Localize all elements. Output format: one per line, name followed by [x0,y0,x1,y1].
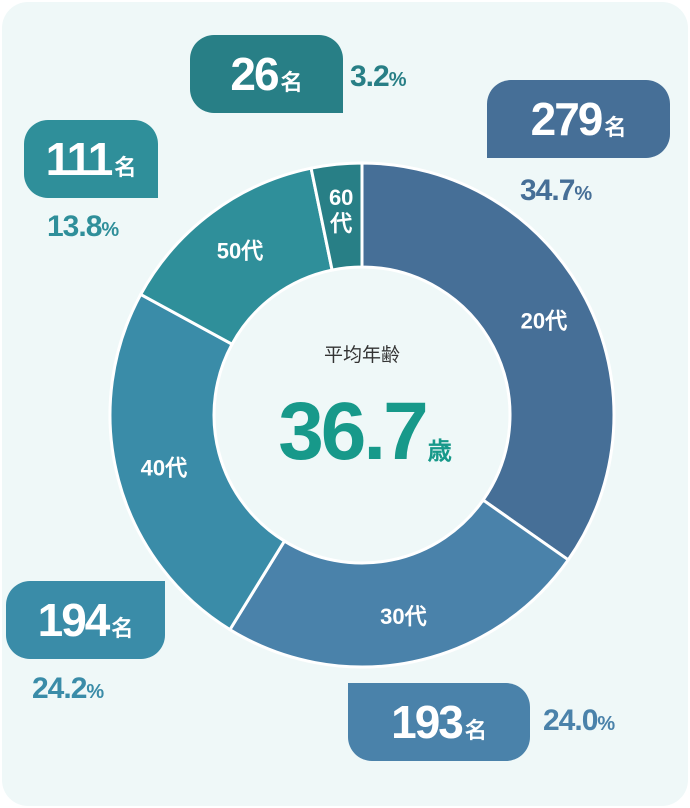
slice-30代 [227,497,571,669]
count-value: 26 [230,48,279,100]
callout-percent-20s: 34.7% [520,174,592,208]
slice-20代 [360,161,616,562]
slice-label: 30代 [380,604,426,629]
count-unit: 名 [604,115,627,140]
slice-label: 20代 [521,308,567,333]
count-unit: 名 [111,616,134,641]
percent-value: 34.7 [520,174,575,207]
percent-unit: % [574,183,592,205]
center-label: 平均年齢 [323,345,400,366]
callout-count-30s: 193 名 [348,683,530,761]
slice-label: 50代 [217,238,263,263]
callout-percent-60s: 3.2% [350,60,407,94]
callout-count-40s: 194 名 [6,581,165,659]
slice-label: 60 代 [329,185,353,236]
center-value: 36.7歳 [250,385,480,479]
callout-count-60s: 26 名 [190,35,343,113]
callout-percent-50s: 13.8% [47,210,119,244]
callout-count-20s: 279 名 [487,80,670,158]
age-unit: 歳 [427,438,452,465]
callout-count-50s: 111 名 [24,120,158,198]
callout-percent-30s: 24.0% [543,704,615,738]
callout-percent-40s: 24.2% [32,672,104,706]
count-value: 193 [391,696,464,748]
percent-unit: % [86,681,104,703]
slice-40代 [108,292,287,632]
count-value: 279 [530,93,604,145]
percent-unit: % [101,219,119,241]
count-value: 111 [45,133,114,185]
count-unit: 名 [114,155,137,180]
percent-value: 24.0 [543,704,598,737]
percent-value: 13.8 [47,210,102,243]
count-unit: 名 [280,70,303,95]
slice-60代 [309,161,364,272]
count-unit: 名 [464,718,487,743]
count-value: 194 [37,594,111,646]
slice-label: 40代 [141,456,187,481]
percent-unit: % [597,713,615,735]
percent-value: 3.2 [350,60,390,93]
average-age: 36.7 [278,386,429,477]
percent-value: 24.2 [32,672,87,705]
percent-unit: % [388,69,407,91]
